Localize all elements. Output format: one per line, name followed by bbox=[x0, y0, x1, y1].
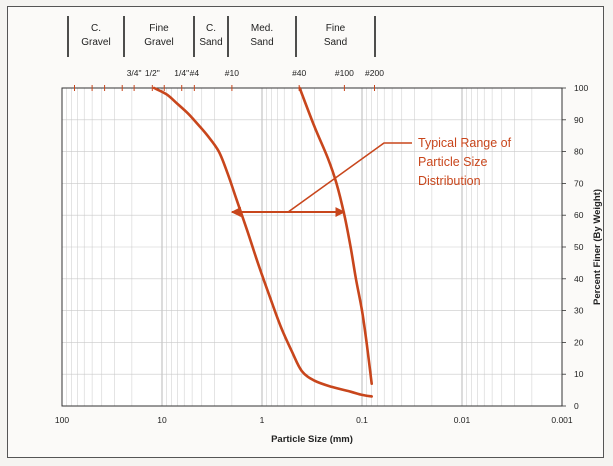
soil-class-label: C. bbox=[91, 23, 101, 34]
annotation-text: Typical Range of bbox=[418, 136, 512, 150]
y-tick-label: 40 bbox=[574, 274, 584, 284]
gradation-curve-coarse bbox=[152, 86, 373, 398]
y-tick-label: 10 bbox=[574, 369, 584, 379]
y-tick-label: 100 bbox=[574, 83, 588, 93]
gradation-curve-fine bbox=[298, 86, 373, 386]
soil-class-label: Sand bbox=[324, 37, 347, 48]
sieve-label: #100 bbox=[335, 68, 354, 78]
x-tick-label: 100 bbox=[55, 415, 69, 425]
y-tick-label: 90 bbox=[574, 115, 584, 125]
sieve-label: 1/4" bbox=[174, 68, 189, 78]
x-tick-label: 1 bbox=[260, 415, 265, 425]
sieve-label: #10 bbox=[225, 68, 239, 78]
x-axis-title: Particle Size (mm) bbox=[271, 434, 353, 445]
x-tick-label: 0.001 bbox=[551, 415, 573, 425]
sieve-label: #200 bbox=[365, 68, 384, 78]
sieve-label: 3/4" bbox=[127, 68, 142, 78]
soil-class-label: C. bbox=[206, 23, 216, 34]
annotation-text: Distribution bbox=[418, 174, 481, 188]
soil-class-label: Fine bbox=[149, 23, 169, 34]
y-tick-label: 50 bbox=[574, 242, 584, 252]
y-tick-label: 30 bbox=[574, 306, 584, 316]
sieve-label: #40 bbox=[292, 68, 306, 78]
annotation-text: Particle Size bbox=[418, 155, 488, 169]
soil-class-label: Sand bbox=[250, 37, 273, 48]
x-tick-label: 10 bbox=[157, 415, 167, 425]
sieve-label: 1/2" bbox=[145, 68, 160, 78]
soil-class-label: Fine bbox=[326, 23, 346, 34]
soil-class-label: Gravel bbox=[144, 37, 173, 48]
y-tick-label: 60 bbox=[574, 210, 584, 220]
soil-class-label: Sand bbox=[199, 37, 222, 48]
y-tick-label: 80 bbox=[574, 147, 584, 157]
soil-class-label: Med. bbox=[251, 23, 273, 34]
y-tick-label: 0 bbox=[574, 401, 579, 411]
y-axis-title: Percent Finer (By Weight) bbox=[592, 189, 603, 305]
y-tick-label: 70 bbox=[574, 178, 584, 188]
soil-class-label: Gravel bbox=[81, 37, 110, 48]
x-tick-label: 0.01 bbox=[454, 415, 471, 425]
leader-line bbox=[287, 142, 412, 213]
y-tick-label: 20 bbox=[574, 337, 584, 347]
sieve-label: #4 bbox=[190, 68, 200, 78]
x-tick-label: 0.1 bbox=[356, 415, 368, 425]
